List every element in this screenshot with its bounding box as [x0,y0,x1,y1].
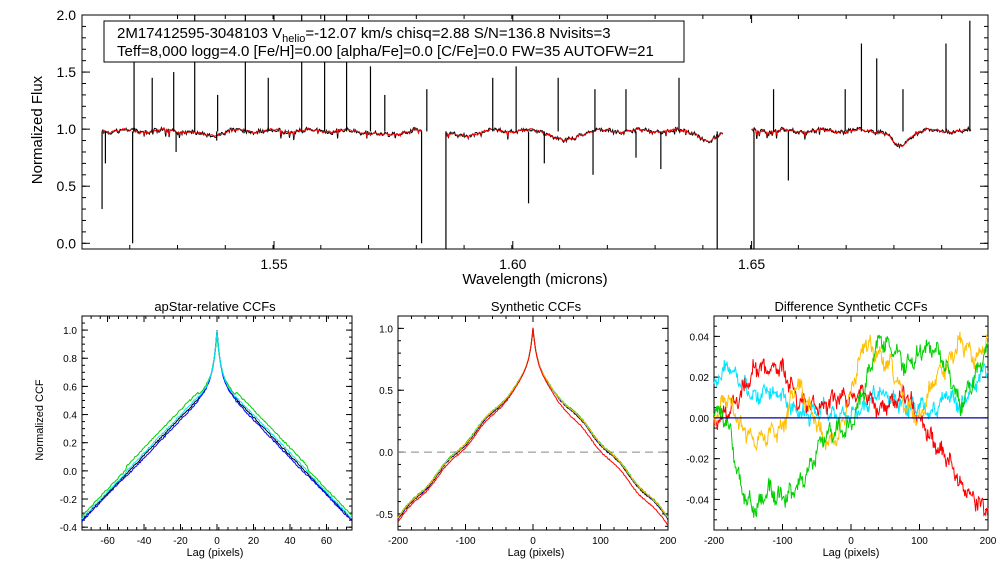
y-tick-label: 0.0 [63,467,77,478]
synthetic-ccf-frame [397,315,669,531]
apstar-ccf-title: apStar-relative CCFs [154,299,276,314]
difference-ccf-red [713,357,989,517]
spectrum-legend-line2: Teff=8,000 logg=4.0 [Fe/H]=0.00 [alpha/F… [117,43,654,60]
y-tick-label: 1.0 [379,324,393,335]
x-tick-label: 0 [214,536,220,547]
spectrum-panel: 1.55 1.60 1.65 0.0 0.5 1.0 1.5 2.0 Wavelength (… [29,7,989,288]
y-tick-label: 0.5 [379,386,393,397]
y-tick-label: 1.0 [57,121,77,137]
synthetic-ccf-combined [397,328,669,521]
apstar-ccf-panel: apStar-relative CCFs -60 -40 -20 0 20 40 60 -0.… [34,299,353,559]
spectrum-legend-line1: 2M17412595-3048103 Vhelio=-12.07 km/s ch… [117,25,611,45]
y-tick-label: 0.0 [379,448,393,459]
x-tick-label: -60 [100,536,115,547]
difference-ccf-lines [713,331,989,518]
y-tick-label: 0.8 [63,354,77,365]
x-tick-label: 200 [980,536,997,547]
apstar-ccf-lines [81,330,353,523]
synthetic-ccf-xlabel: Lag (pixels) [508,547,565,559]
y-tick-label: 0.02 [690,373,710,384]
x-tick-label: -100 [772,536,792,547]
apstar-ccf-ylabel: Normalized CCF [34,379,46,461]
y-tick-label: 0.00 [690,414,710,425]
y-tick-label: -0.4 [60,523,78,534]
x-tick-label: 1.65 [738,256,765,272]
y-tick-label: 0.04 [690,332,710,343]
x-tick-label: -200 [388,536,408,547]
difference-ccf-green [713,334,989,518]
x-tick-label: 60 [321,536,333,547]
legend-helio-sub: helio [282,33,305,45]
spectrum-model-2 [445,127,723,143]
y-tick-label: -0.02 [686,455,709,466]
legend-star-id: 2M17412595-3048103 V [117,25,282,42]
synthetic-ccf-title: Synthetic CCFs [491,299,582,314]
spectrum-ylabel: Normalized Flux [29,75,46,184]
apstar-ccf-visit-1 [81,331,353,523]
y-tick-label: 0.6 [63,382,77,393]
spectrum-model-1 [101,127,422,138]
x-tick-label: 100 [592,536,609,547]
legend-params: =-12.07 km/s chisq=2.88 S/N=136.8 Nvisit… [305,25,610,42]
x-tick-label: 100 [911,536,928,547]
synthetic-ccf-visit-2 [397,328,669,518]
synthetic-ccf-panel: Synthetic CCFs -200 -100 0 100 200 -0.5 0.0 0.5… [376,299,677,559]
x-tick-label: 0 [530,536,536,547]
spectrum-observed-1 [101,126,423,141]
spectrum-xlabel: Wavelength (microns) [462,271,607,288]
apstar-ccf-visit-3 [81,330,353,520]
x-tick-label: -200 [704,536,724,547]
synthetic-ccf-lines [397,327,669,526]
y-tick-label: 0.0 [57,235,77,251]
spectrum-legend-box [103,20,685,63]
difference-ccf-panel: Difference Synthetic CCFs -200 -100 0 100 20… [686,299,997,559]
y-tick-label: -0.04 [686,495,709,506]
synthetic-ccf-visit-3 [397,328,669,519]
apstar-ccf-frame [81,315,353,531]
x-tick-label: 0 [848,536,854,547]
difference-ccf-yellow [713,331,989,452]
x-tick-label: 1.55 [260,256,287,272]
difference-ccf-ticks: -200 -100 0 100 200 -0.04 -0.02 0.00 0.02 0.04 [686,315,997,547]
x-tick-label: 20 [248,536,260,547]
spectrum-plot-frame [81,14,989,250]
y-tick-label: 0.4 [63,411,77,422]
x-tick-label: 40 [284,536,296,547]
y-tick-label: 1.5 [57,64,77,80]
synthetic-ccf-visit-4 [397,327,669,526]
y-tick-label: 0.2 [63,439,77,450]
y-tick-label: 0.5 [57,178,77,194]
synthetic-ccf-ticks: -200 -100 0 100 200 -0.5 0.0 0.5 1.0 [376,315,677,547]
y-tick-label: 2.0 [57,7,77,23]
spectrum-ticks: 1.55 1.60 1.65 0.0 0.5 1.0 1.5 2.0 [57,7,988,272]
y-tick-label: 1.0 [63,326,77,337]
y-tick-label: -0.5 [376,510,394,521]
apstar-ccf-ticks: -60 -40 -20 0 20 40 60 -0.4 -0.2 0.0 0.2 0.4 0.6 0.8 1… [60,316,352,547]
apstar-ccf-visit-2 [81,333,353,517]
x-tick-label: -20 [173,536,188,547]
x-tick-label: 1.60 [499,256,526,272]
apstar-ccf-combined [81,330,353,521]
difference-ccf-xlabel: Lag (pixels) [823,547,880,559]
synthetic-ccf-visit-1 [397,327,669,520]
x-tick-label: -40 [137,536,152,547]
y-tick-label: -0.2 [60,495,78,506]
difference-ccf-title: Difference Synthetic CCFs [775,299,928,314]
apstar-ccf-xlabel: Lag (pixels) [187,547,244,559]
x-tick-label: -100 [455,536,475,547]
x-tick-label: 200 [660,536,677,547]
